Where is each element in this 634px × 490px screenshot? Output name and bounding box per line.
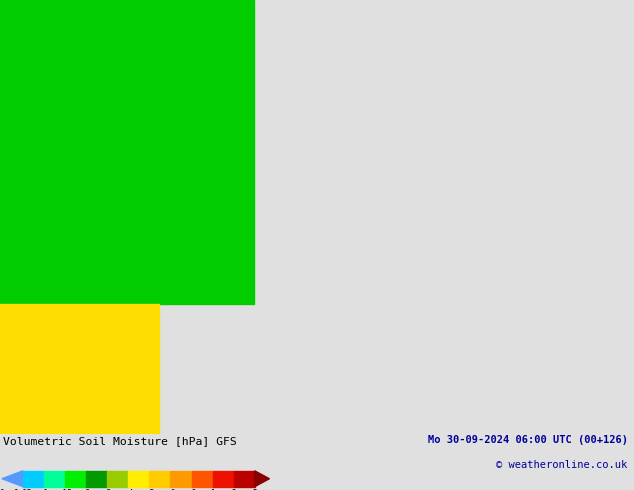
Bar: [86, 471, 107, 487]
Bar: [44, 471, 65, 487]
Polygon shape: [2, 471, 23, 487]
Bar: [150, 471, 171, 487]
Text: Volumetric Soil Moisture [hPa] GFS: Volumetric Soil Moisture [hPa] GFS: [3, 436, 237, 446]
Bar: [107, 471, 128, 487]
Bar: [23, 471, 44, 487]
Text: © weatheronline.co.uk: © weatheronline.co.uk: [496, 460, 628, 469]
Polygon shape: [255, 471, 269, 487]
Text: Mo 30-09-2024 06:00 UTC (00+126): Mo 30-09-2024 06:00 UTC (00+126): [428, 435, 628, 445]
Bar: [191, 471, 212, 487]
Bar: [128, 471, 150, 487]
Bar: [234, 471, 255, 487]
Bar: [212, 471, 234, 487]
Bar: [65, 471, 86, 487]
Bar: [171, 471, 191, 487]
Bar: [0, 304, 158, 434]
Bar: [0, 0, 254, 304]
